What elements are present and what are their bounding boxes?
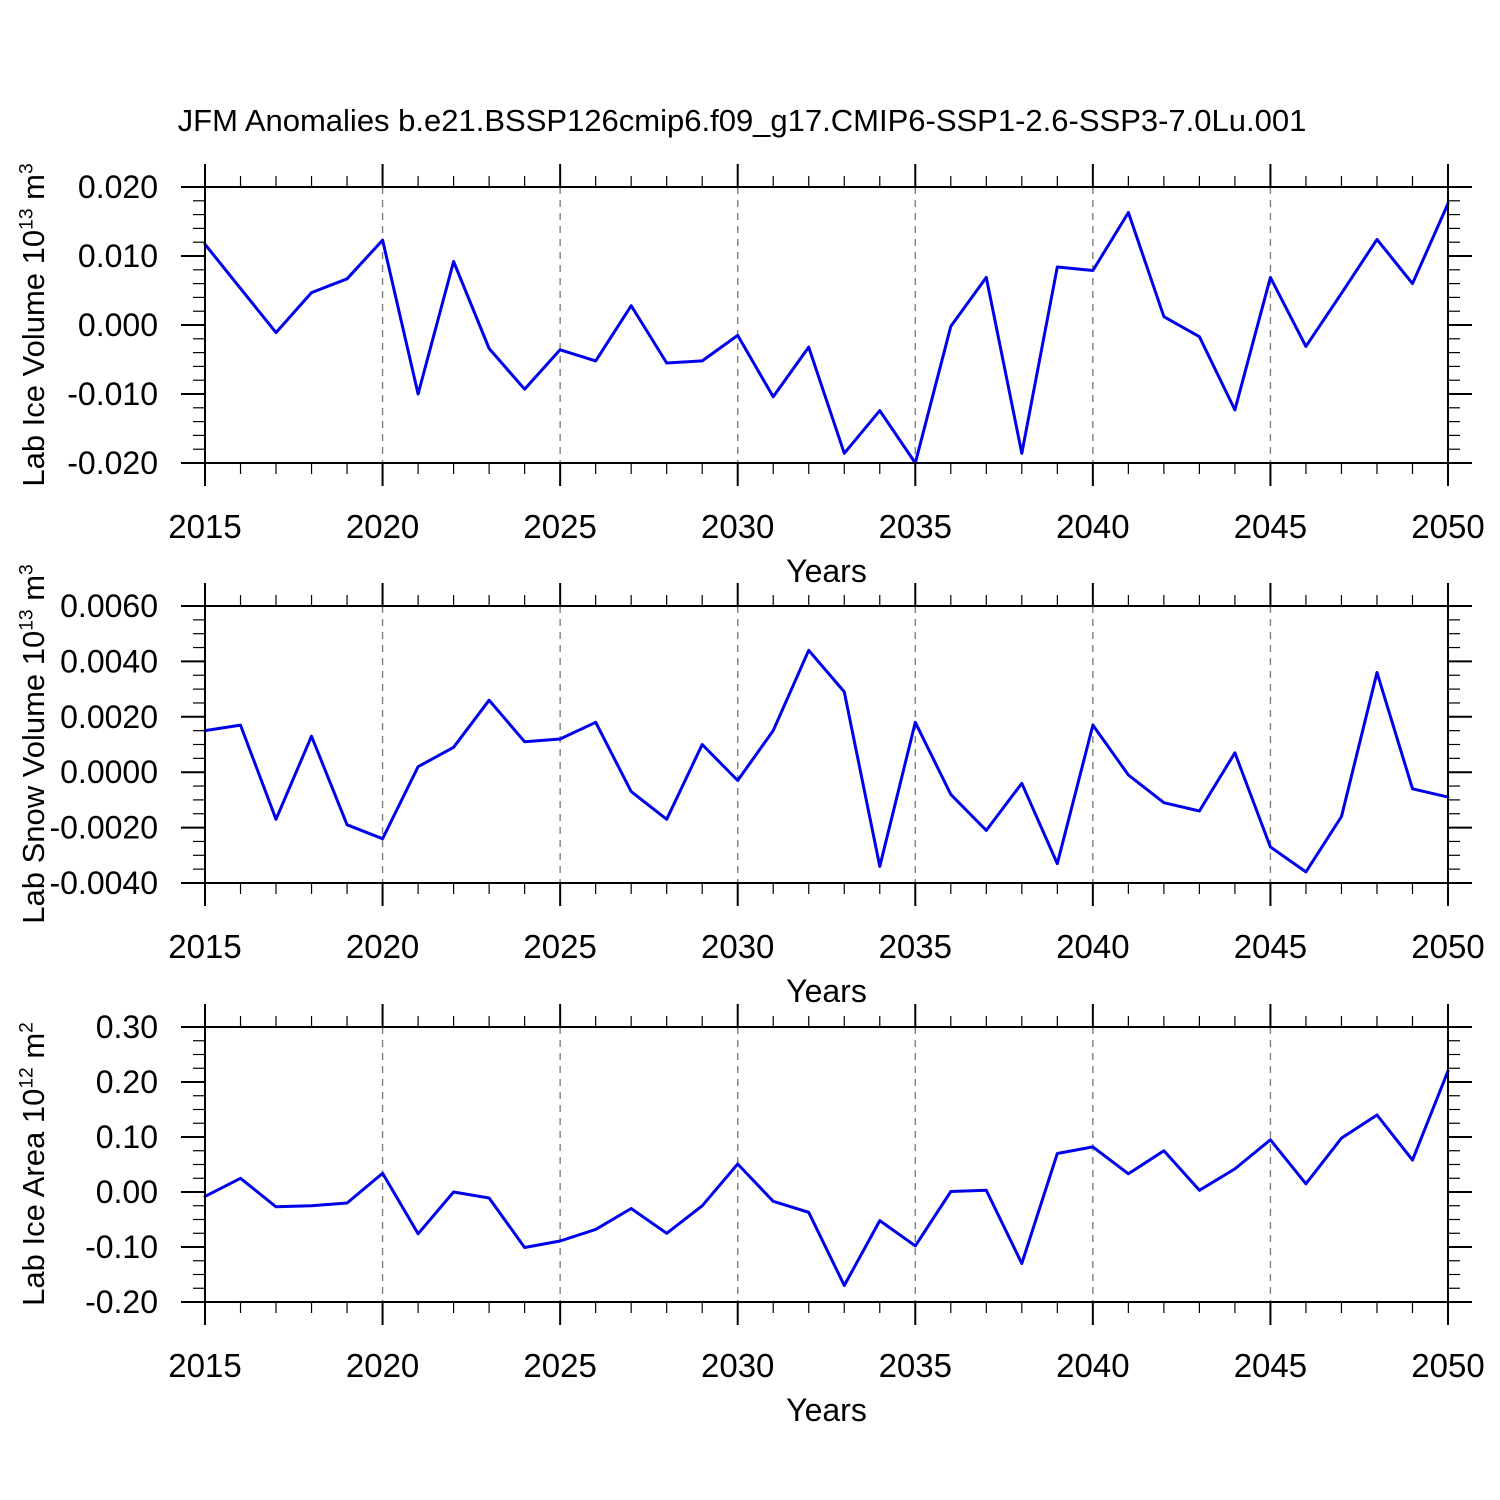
- x-axis-title: Years: [786, 553, 867, 589]
- ticks: [181, 583, 1472, 906]
- plot-frame: [204, 1026, 1449, 1303]
- gridlines: [381, 187, 1272, 463]
- y-tick-label: 0.0000: [60, 754, 158, 790]
- x-tick-label: 2015: [168, 508, 241, 545]
- x-tick-label: 2050: [1411, 508, 1484, 545]
- x-tick-label: 2020: [346, 928, 419, 965]
- x-tick-labels: 2015 2020 2025 2030 2035 2040 2045 2050: [168, 508, 1484, 545]
- y-tick-label: 0.020: [78, 169, 158, 205]
- y-tick-labels: 0.0060 0.0040 0.0020 0.0000 -0.0020 -0.0040: [49, 588, 158, 901]
- x-tick-label: 2050: [1411, 928, 1484, 965]
- chart-title: JFM Anomalies b.e21.BSSP126cmip6.f09_g17…: [177, 103, 1307, 138]
- y-tick-label: 0.10: [96, 1119, 158, 1155]
- x-tick-label: 2030: [701, 508, 774, 545]
- x-tick-label: 2045: [1234, 1347, 1307, 1384]
- y-tick-labels: 0.30 0.20 0.10 0.00 -0.10 -0.20: [85, 1009, 158, 1320]
- x-tick-label: 2015: [168, 928, 241, 965]
- x-tick-label: 2035: [879, 508, 952, 545]
- x-tick-labels: 2015 2020 2025 2030 2035 2040 2045 2050: [168, 928, 1484, 965]
- series-line: [203, 1069, 1450, 1287]
- y-tick-label: 0.0040: [60, 643, 158, 679]
- series-line: [203, 202, 1450, 465]
- x-tick-label: 2020: [346, 508, 419, 545]
- y-tick-label: -0.010: [67, 376, 158, 412]
- ticks: [181, 1004, 1472, 1325]
- x-tick-label: 2040: [1056, 1347, 1129, 1384]
- y-tick-label: -0.0040: [49, 865, 158, 901]
- x-tick-label: 2020: [346, 1347, 419, 1384]
- y-tick-label: -0.20: [85, 1284, 158, 1320]
- plot-frame: [204, 186, 1449, 464]
- y-tick-label: 0.0060: [60, 588, 158, 624]
- x-tick-label: 2045: [1234, 508, 1307, 545]
- plot-frame: [204, 605, 1449, 884]
- panel-lab-snow-volume: 0.0060 0.0040 0.0020 0.0000 -0.0020 -0.0040 20…: [49, 583, 1485, 1009]
- y-tick-label: 0.000: [78, 307, 158, 343]
- y-tick-label: 0.010: [78, 238, 158, 274]
- ticks: [181, 164, 1472, 486]
- gridlines: [381, 1027, 1272, 1302]
- x-axis-title: Years: [786, 1392, 867, 1428]
- x-tick-label: 2035: [879, 1347, 952, 1384]
- x-tick-label: 2025: [523, 1347, 596, 1384]
- series-line: [203, 648, 1450, 874]
- y-tick-label: -0.020: [67, 445, 158, 481]
- y-tick-label: -0.10: [85, 1229, 158, 1265]
- y-tick-label: 0.30: [96, 1009, 158, 1045]
- y-tick-label: -0.0020: [49, 810, 158, 846]
- gridlines: [381, 606, 1272, 883]
- y-tick-label: 0.00: [96, 1174, 158, 1210]
- x-tick-labels: 2015 2020 2025 2030 2035 2040 2045 2050: [168, 1347, 1484, 1384]
- x-tick-label: 2040: [1056, 928, 1129, 965]
- x-tick-label: 2025: [523, 508, 596, 545]
- y-tick-label: 0.20: [96, 1064, 158, 1100]
- x-tick-label: 2015: [168, 1347, 241, 1384]
- x-tick-label: 2030: [701, 1347, 774, 1384]
- x-tick-label: 2035: [879, 928, 952, 965]
- x-tick-label: 2050: [1411, 1347, 1484, 1384]
- y-tick-label: 0.0020: [60, 699, 158, 735]
- x-tick-label: 2040: [1056, 508, 1129, 545]
- x-axis-title: Years: [786, 973, 867, 1009]
- y-tick-labels: 0.020 0.010 0.000 -0.010 -0.020: [67, 169, 158, 481]
- x-tick-label: 2045: [1234, 928, 1307, 965]
- x-tick-label: 2025: [523, 928, 596, 965]
- x-tick-label: 2030: [701, 928, 774, 965]
